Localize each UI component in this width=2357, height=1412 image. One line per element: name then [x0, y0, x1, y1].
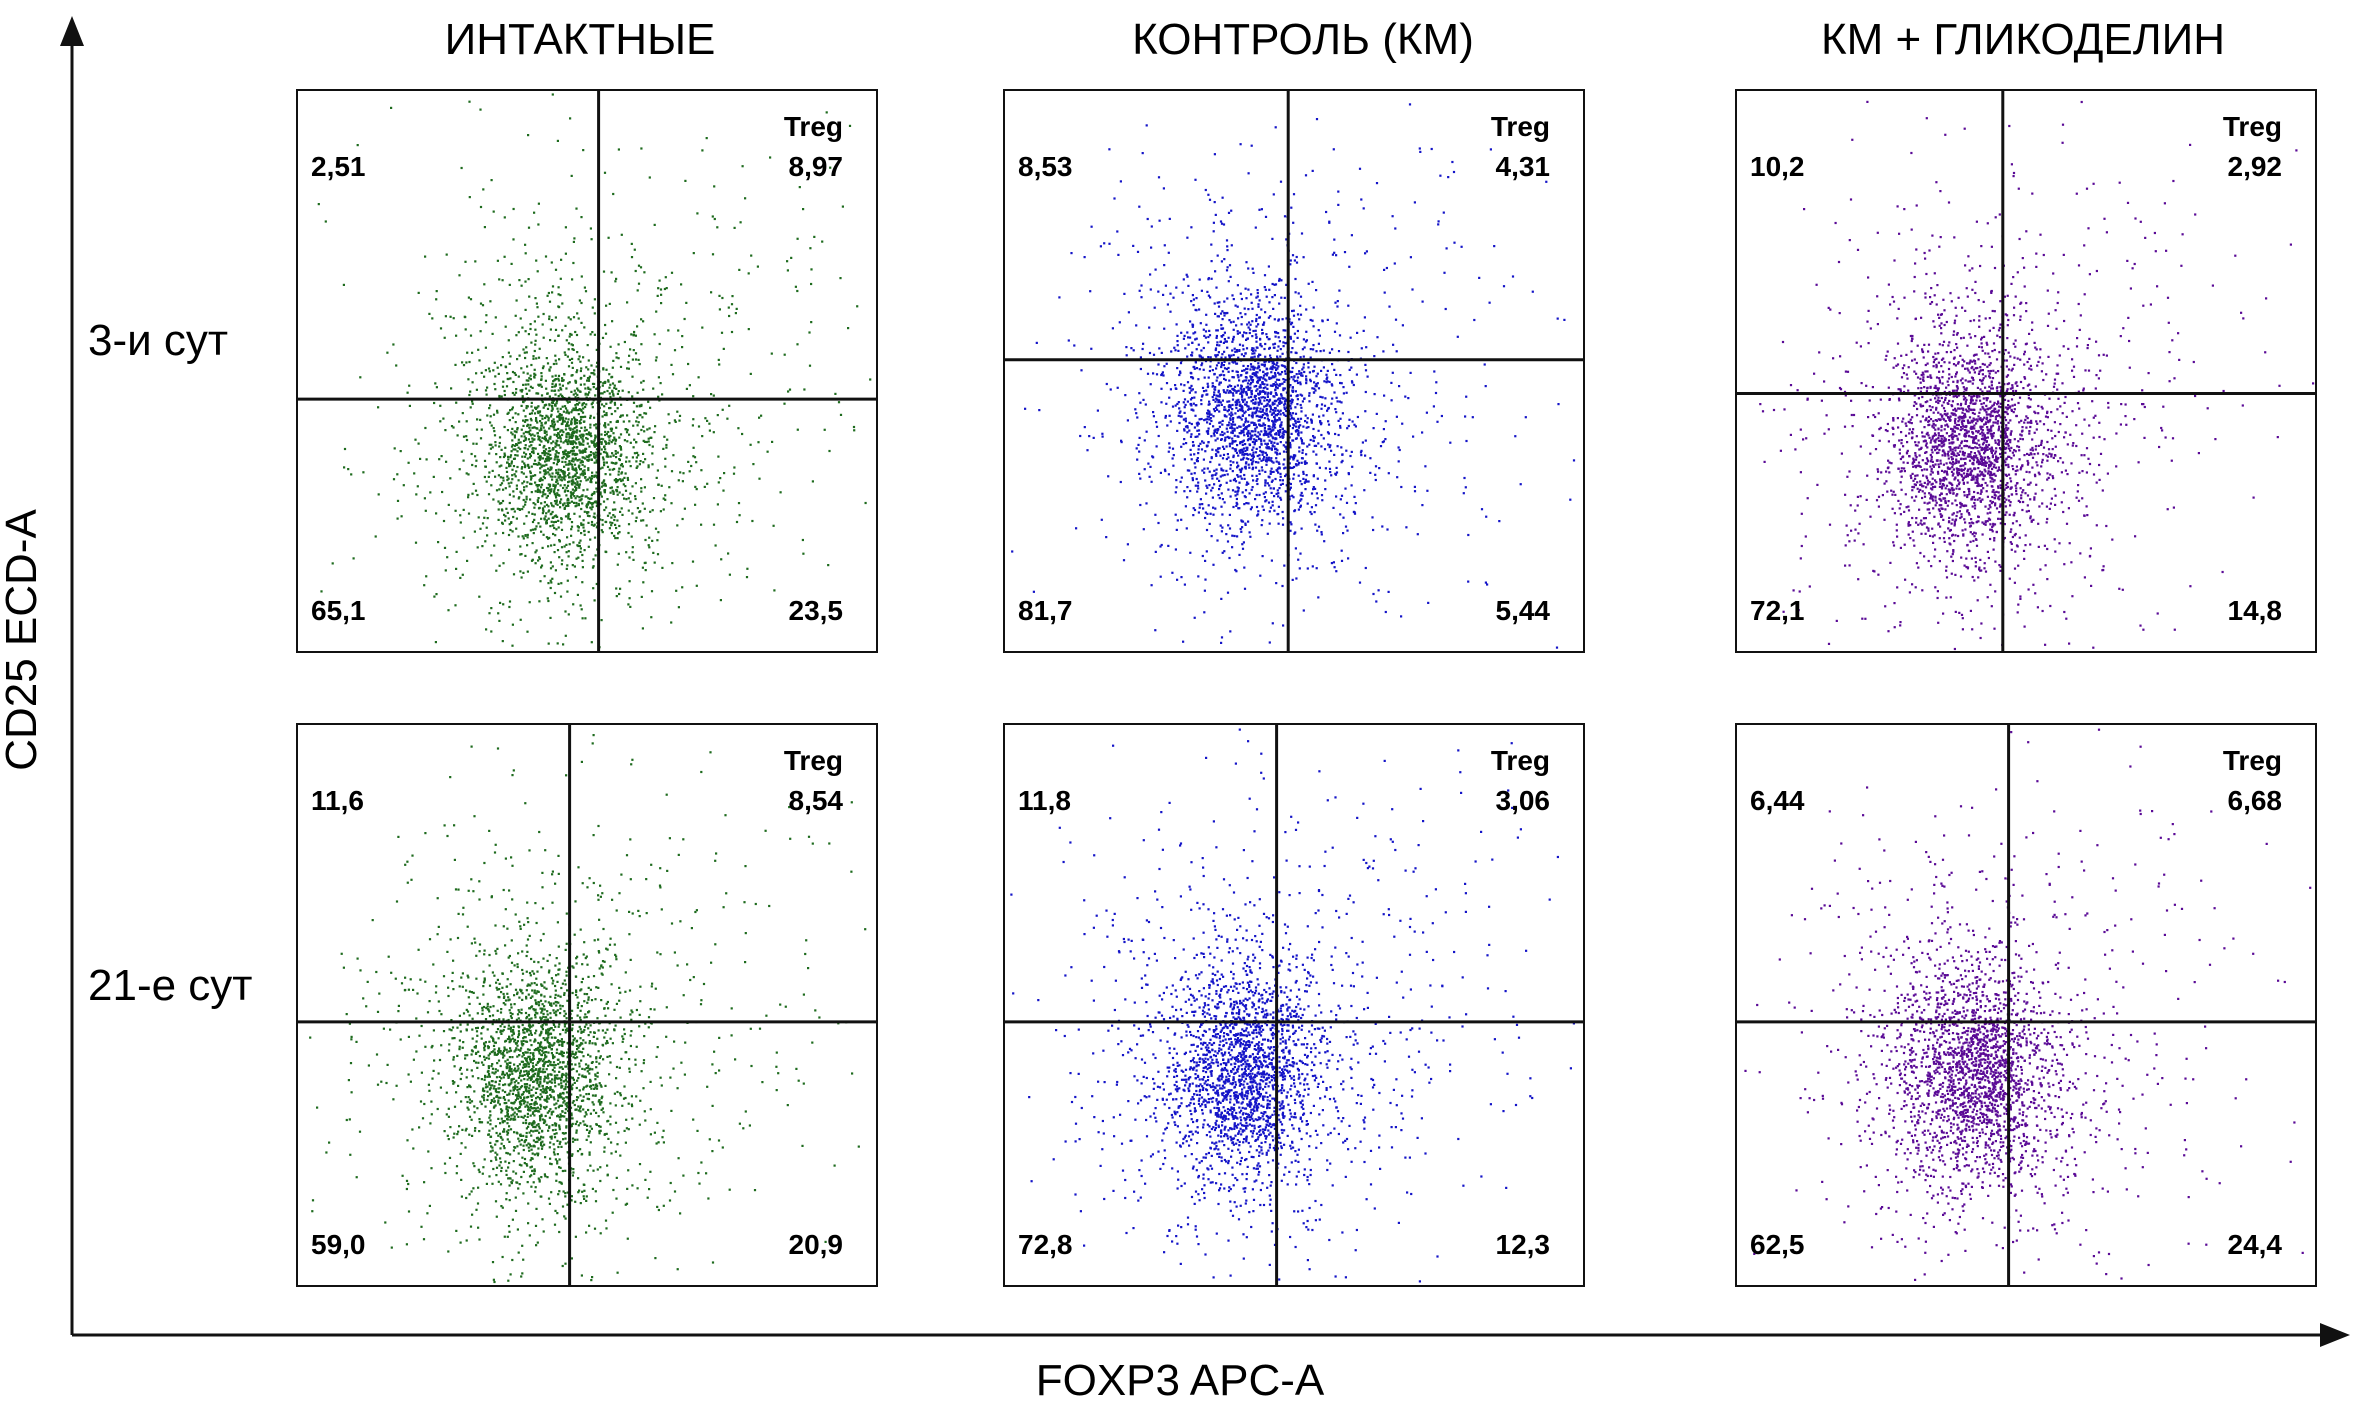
event-cloud — [1011, 103, 1576, 649]
quadrant-upper-left-value: 11,8 — [1018, 785, 1071, 816]
treg-quadrant-tag: Treg — [784, 745, 843, 776]
panel-frame — [1003, 723, 1585, 1287]
event-cloud — [1010, 728, 1575, 1283]
panel-frame — [296, 89, 878, 653]
panel-frame — [1735, 89, 2317, 653]
quadrant-upper-left-value: 6,44 — [1750, 785, 1805, 816]
dot-plot-panel: 6,44 6,68 62,5 24,4 Treg — [1735, 723, 2317, 1287]
event-cloud — [1744, 728, 2312, 1281]
column-title-intact: ИНТАКТНЫЕ — [445, 15, 716, 64]
panel-frame — [1003, 89, 1585, 653]
dot-plot-panel: 8,53 4,31 81,7 5,44 Treg — [1003, 89, 1585, 653]
quadrant-upper-left-value: 11,6 — [311, 785, 364, 816]
treg-quadrant-tag: Treg — [1491, 111, 1550, 142]
quadrant-upper-right-value: 8,54 — [789, 785, 844, 816]
y-axis-label: CD25 ECD-A — [0, 509, 46, 771]
quadrant-lower-right-value: 5,44 — [1496, 595, 1551, 626]
event-cloud — [317, 93, 872, 649]
quadrant-lower-right-value: 23,5 — [789, 595, 844, 626]
dot-plot-panel: 2,51 8,97 65,1 23,5 Treg — [296, 89, 878, 653]
quadrant-lower-right-value: 14,8 — [2228, 595, 2283, 626]
row-label-day3: 3-и сут — [88, 316, 228, 365]
row-label-day21: 21-е сут — [88, 961, 252, 1010]
quadrant-upper-left-value: 8,53 — [1018, 151, 1073, 182]
treg-quadrant-tag: Treg — [2223, 111, 2282, 142]
quadrant-lower-left-value: 72,1 — [1750, 595, 1805, 626]
quadrant-upper-right-value: 2,92 — [2228, 151, 2283, 182]
panel-frame — [1735, 723, 2317, 1287]
x-axis-label: FOXP3 APC-A — [1036, 1356, 1325, 1405]
treg-quadrant-tag: Treg — [784, 111, 843, 142]
event-cloud — [309, 734, 867, 1284]
y-axis-arrow-icon — [60, 16, 84, 46]
quadrant-lower-left-value: 72,8 — [1018, 1229, 1073, 1260]
quadrant-lower-left-value: 62,5 — [1750, 1229, 1805, 1260]
quadrant-lower-right-value: 20,9 — [789, 1229, 844, 1260]
dot-plot-panel: 11,6 8,54 59,0 20,9 Treg — [296, 723, 878, 1287]
column-title-control: КОНТРОЛЬ (КМ) — [1132, 15, 1474, 64]
quadrant-upper-right-value: 6,68 — [2228, 785, 2283, 816]
treg-quadrant-tag: Treg — [1491, 745, 1550, 776]
quadrant-upper-right-value: 8,97 — [789, 151, 844, 182]
quadrant-lower-left-value: 59,0 — [311, 1229, 366, 1260]
treg-quadrant-tag: Treg — [2223, 745, 2282, 776]
panel-grid: 2,51 8,97 65,1 23,5 Treg 8,53 4,31 81,7 5,44 Treg… — [296, 89, 2317, 1287]
x-axis-arrow-icon — [2320, 1323, 2350, 1347]
column-title-glycodelin: КМ + ГЛИКОДЕЛИН — [1821, 15, 2225, 64]
dot-plot-panel: 10,2 2,92 72,1 14,8 Treg — [1735, 89, 2317, 653]
quadrant-lower-left-value: 81,7 — [1018, 595, 1073, 626]
quadrant-lower-left-value: 65,1 — [311, 595, 366, 626]
quadrant-upper-right-value: 4,31 — [1496, 151, 1551, 182]
quadrant-lower-right-value: 12,3 — [1496, 1229, 1551, 1260]
quadrant-upper-left-value: 2,51 — [311, 151, 366, 182]
dot-plot-panel: 11,8 3,06 72,8 12,3 Treg — [1003, 723, 1585, 1287]
quadrant-upper-right-value: 3,06 — [1496, 785, 1551, 816]
event-cloud — [1759, 100, 2315, 651]
quadrant-upper-left-value: 10,2 — [1750, 151, 1805, 182]
quadrant-lower-right-value: 24,4 — [2228, 1229, 2283, 1260]
